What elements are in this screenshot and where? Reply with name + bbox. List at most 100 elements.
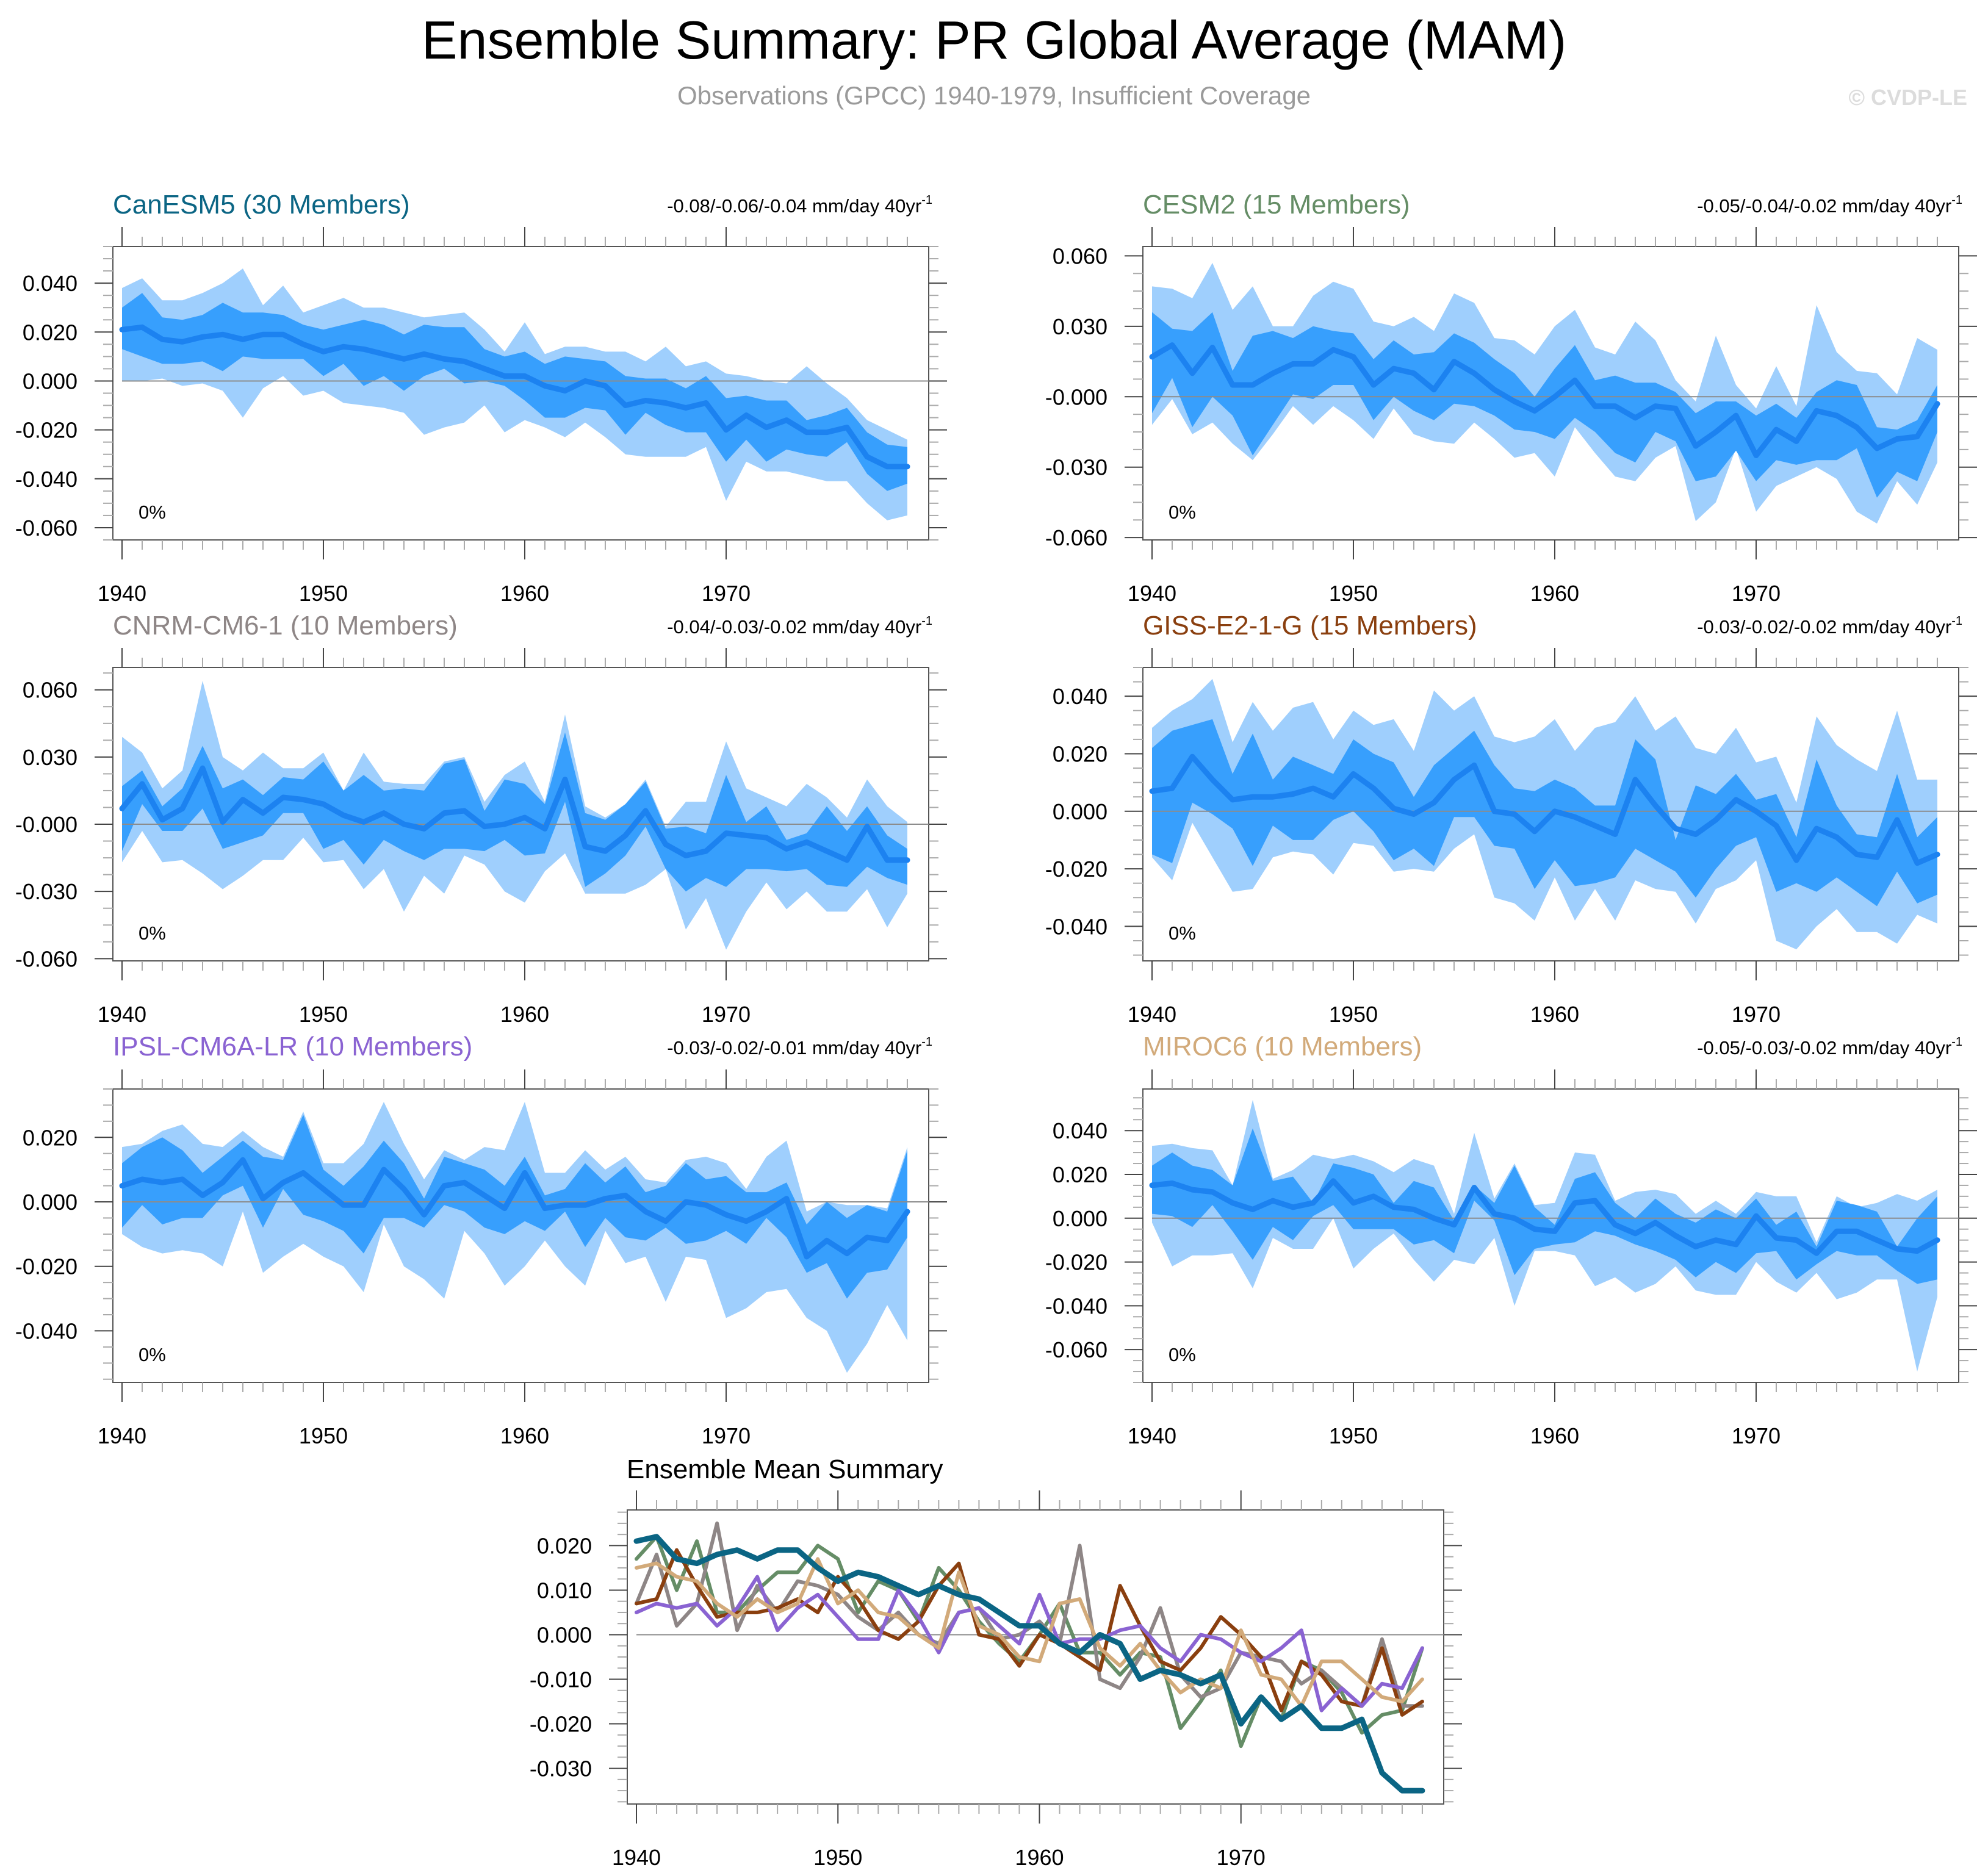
ensemble-mean-line xyxy=(119,324,910,470)
panel-title: IPSL-CM6A-LR (10 Members) xyxy=(113,1032,472,1062)
x-tick-label: 1960 xyxy=(500,1002,549,1027)
x-tick-label: 1960 xyxy=(1015,1845,1064,1870)
trend-value: -0.03/-0.02/-0.02 mm/day 40yr xyxy=(1697,616,1951,638)
y-tick-label: -0.020 xyxy=(15,418,77,443)
x-tick-label: 1970 xyxy=(1732,1002,1781,1027)
coverage-label: 0% xyxy=(1169,501,1196,523)
x-tick-label: 1940 xyxy=(612,1845,661,1870)
y-tick-label: 0.040 xyxy=(23,271,77,296)
x-tick-label: 1960 xyxy=(500,581,549,606)
trend-unit-superscript: -1 xyxy=(1951,614,1962,628)
coverage-label: 0% xyxy=(1169,1344,1196,1365)
inner-spread-band xyxy=(122,1115,907,1299)
y-tick-label: 0.020 xyxy=(1053,1162,1107,1187)
chart-ensemble-mean-summary: 1940 1950 1960 1970 0.020 0.010 0.000 -0.010 -0.… xyxy=(530,1454,1462,1870)
trend-label: -0.08/-0.06/-0.04 mm/day 40yr-1 xyxy=(667,193,932,217)
inner-spread-band xyxy=(122,732,907,892)
trend-value: -0.03/-0.02/-0.01 mm/day 40yr xyxy=(667,1037,921,1058)
x-tick-label: 1970 xyxy=(702,1002,751,1027)
y-tick-label: -0.030 xyxy=(1045,455,1107,480)
ensemble-mean-line xyxy=(1149,753,1940,866)
x-tick-label: 1970 xyxy=(1732,581,1781,606)
x-tick-label: 1950 xyxy=(1329,1002,1378,1027)
chart-canesm5: 1940 1950 1960 1970 0.040 0.020 0.000 -0.020 -0.… xyxy=(15,190,947,606)
trend-label: -0.05/-0.04/-0.02 mm/day 40yr-1 xyxy=(1697,193,1962,217)
y-tick-label: -0.010 xyxy=(530,1667,592,1692)
y-tick-label: -0.030 xyxy=(530,1756,592,1781)
trend-label: -0.05/-0.03/-0.02 mm/day 40yr-1 xyxy=(1697,1035,1962,1058)
coverage-label: 0% xyxy=(1169,922,1196,944)
trend-unit-superscript: -1 xyxy=(921,1035,932,1049)
y-tick-label: -0.040 xyxy=(15,467,77,492)
outer-spread-band xyxy=(122,268,907,520)
y-tick-label: 0.020 xyxy=(23,320,77,345)
y-tick-label: -0.060 xyxy=(1045,1337,1107,1362)
y-tick-label: -0.020 xyxy=(15,1254,77,1279)
x-tick-label: 1970 xyxy=(702,1423,751,1448)
y-tick-label: 0.020 xyxy=(23,1125,77,1150)
y-tick-label: -0.020 xyxy=(1045,1250,1107,1275)
trend-label: -0.03/-0.02/-0.01 mm/day 40yr-1 xyxy=(667,1035,932,1058)
plot-frame xyxy=(1142,246,1959,541)
y-tick-label: -0.020 xyxy=(530,1712,592,1737)
y-tick-label: -0.040 xyxy=(1045,1293,1107,1318)
plot-frame xyxy=(112,667,929,961)
y-tick-label: 0.000 xyxy=(537,1622,592,1647)
coverage-label: 0% xyxy=(139,922,166,944)
x-tick-label: 1960 xyxy=(1530,581,1579,606)
y-tick-label: -0.000 xyxy=(15,812,77,837)
x-tick-label: 1940 xyxy=(98,1002,146,1027)
trend-unit-superscript: -1 xyxy=(1951,1035,1962,1049)
x-tick-label: 1970 xyxy=(1217,1845,1266,1870)
y-tick-label: 0.020 xyxy=(537,1533,592,1558)
plot-frame xyxy=(1142,667,1959,961)
y-tick-label: 0.020 xyxy=(1053,741,1107,766)
ensemble-mean-line xyxy=(119,1157,910,1260)
x-tick-label: 1960 xyxy=(1530,1423,1579,1448)
figure-subtitle: Observations (GPCC) 1940-1979, Insuffici… xyxy=(677,81,1311,110)
y-tick-label: 0.060 xyxy=(1053,243,1107,268)
trend-value: -0.05/-0.04/-0.02 mm/day 40yr xyxy=(1697,195,1951,217)
coverage-label: 0% xyxy=(139,501,166,523)
x-tick-label: 1950 xyxy=(813,1845,862,1870)
inner-spread-band xyxy=(122,293,907,491)
plot-frame xyxy=(1142,1088,1959,1383)
trend-label: -0.03/-0.02/-0.02 mm/day 40yr-1 xyxy=(1697,614,1962,638)
x-tick-label: 1970 xyxy=(1732,1423,1781,1448)
ensemble-mean-line xyxy=(119,765,910,863)
series-line-canesm5 xyxy=(633,1534,1425,1794)
panel-title: CESM2 (15 Members) xyxy=(1143,190,1410,220)
x-tick-label: 1940 xyxy=(98,581,146,606)
y-tick-label: -0.030 xyxy=(15,879,77,904)
y-tick-label: 0.000 xyxy=(23,1190,77,1215)
watermark: © CVDP-LE xyxy=(1848,85,1967,110)
y-tick-label: -0.060 xyxy=(1045,525,1107,550)
chart-cnrm-cm6-1: 1940 1950 1960 1970 0.060 0.030 -0.000 -0.030 -0… xyxy=(15,611,947,1027)
figure-title: Ensemble Summary: PR Global Average (MAM… xyxy=(421,10,1567,70)
panel-title: GISS-E2-1-G (15 Members) xyxy=(1143,611,1477,641)
y-tick-label: 0.000 xyxy=(1053,799,1107,824)
y-tick-label: -0.060 xyxy=(15,516,77,541)
series-line-giss-e2-1-g xyxy=(635,1548,1424,1717)
x-tick-label: 1940 xyxy=(1128,1002,1176,1027)
panel-title: CNRM-CM6-1 (10 Members) xyxy=(113,611,458,641)
x-tick-label: 1940 xyxy=(1128,581,1176,606)
y-tick-label: 0.060 xyxy=(23,678,77,703)
y-tick-label: 0.030 xyxy=(23,745,77,770)
chart-cesm2: 1940 1950 1960 1970 0.060 0.030 -0.000 -0.030 -0… xyxy=(1045,190,1977,606)
series-line-ipsl-cm6a-lr xyxy=(635,1575,1424,1712)
x-tick-label: 1950 xyxy=(1329,1423,1378,1448)
inner-spread-band xyxy=(1152,719,1937,907)
chart-miroc6: 1940 1950 1960 1970 0.040 0.020 0.000 -0.020 -0.… xyxy=(1045,1032,1977,1448)
x-tick-label: 1940 xyxy=(1128,1423,1176,1448)
y-tick-label: -0.000 xyxy=(1045,384,1107,409)
plot-frame xyxy=(112,1088,929,1383)
trend-unit-superscript: -1 xyxy=(1951,193,1962,207)
trend-label: -0.04/-0.03/-0.02 mm/day 40yr-1 xyxy=(667,614,932,638)
chart-giss-e2-1-g: 1940 1950 1960 1970 0.040 0.020 0.000 -0.020 -0.… xyxy=(1045,611,1977,1027)
inner-spread-band xyxy=(1152,1128,1937,1284)
ensemble-mean-line xyxy=(1149,1178,1940,1256)
y-tick-label: 0.000 xyxy=(1053,1206,1107,1231)
trend-value: -0.05/-0.03/-0.02 mm/day 40yr xyxy=(1697,1037,1951,1058)
